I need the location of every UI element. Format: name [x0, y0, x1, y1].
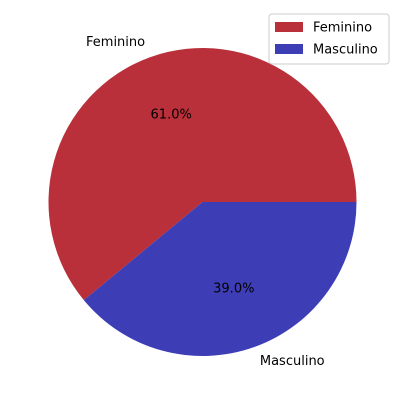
legend-label-feminino: Feminino: [313, 21, 372, 36]
percent-label-feminino: 61.0%: [151, 108, 192, 123]
legend-swatch-masculino: [275, 44, 303, 54]
legend-swatch-feminino: [275, 22, 303, 32]
percent-label-masculino: 39.0%: [213, 281, 254, 296]
slice-label-masculino: Masculino: [260, 354, 325, 369]
pie-slices: [48, 48, 356, 356]
legend-label-masculino: Masculino: [313, 43, 378, 58]
slice-label-feminino: Feminino: [86, 35, 145, 50]
legend: Feminino Masculino: [269, 14, 389, 64]
